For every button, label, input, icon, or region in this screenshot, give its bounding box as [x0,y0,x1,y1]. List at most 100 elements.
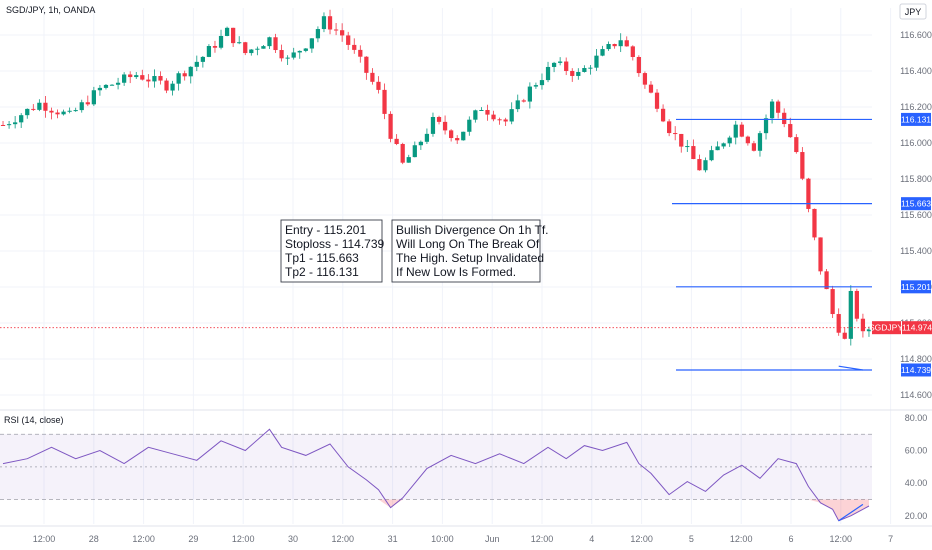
candle-body[interactable] [0,125,6,126]
candle-body[interactable] [164,80,169,91]
candle-body[interactable] [370,72,375,82]
candle-body[interactable] [394,138,399,145]
price-pane[interactable] [0,8,892,524]
candle-body[interactable] [606,44,611,50]
candle-body[interactable] [582,68,587,72]
candle-body[interactable] [176,73,181,84]
candle-body[interactable] [73,110,78,112]
candle-body[interactable] [61,111,66,115]
candle-body[interactable] [212,46,218,48]
candle-body[interactable] [485,109,490,115]
candle-body[interactable] [473,110,478,120]
time-axis[interactable]: 12:00 28 12:00 29 12:00 30 12:00 31 10:00 Jun 12:0… [33,534,893,544]
candle-body[interactable] [152,76,157,82]
candle-body[interactable] [309,38,314,49]
candle-body[interactable] [303,48,308,51]
candle-body[interactable] [103,84,109,88]
candle-body[interactable] [382,89,387,114]
candle-body[interactable] [279,50,284,59]
trade-plan-note[interactable]: Entry - 115.201 Stoploss - 114.739 Tp1 -… [280,219,385,283]
candle-body[interactable] [418,141,423,146]
price-divergence-line[interactable] [838,365,864,371]
candle-body[interactable] [158,76,163,81]
candle-body[interactable] [624,40,629,47]
candle-body[interactable] [594,55,599,68]
candle-body[interactable] [91,90,96,105]
candle-body[interactable] [739,124,744,137]
candle-body[interactable] [503,119,508,122]
candle-body[interactable] [49,110,54,113]
candle-body[interactable] [515,100,520,110]
candle-body[interactable] [558,61,563,63]
candle-body[interactable] [231,27,236,44]
candle-body[interactable] [788,124,793,138]
candle-body[interactable] [757,133,763,151]
candle-body[interactable] [6,124,12,126]
candle-body[interactable] [642,73,648,85]
candle-body[interactable] [673,133,678,135]
candle-body[interactable] [576,71,581,76]
candle-body[interactable] [648,84,654,93]
candle-body[interactable] [830,289,835,315]
candle-body[interactable] [340,30,345,36]
candle-body[interactable] [782,112,787,125]
candle-body[interactable] [194,61,199,67]
candle-body[interactable] [497,119,502,121]
candle-body[interactable] [364,56,369,73]
candle-body[interactable] [206,46,212,57]
candle-body[interactable] [67,110,72,112]
candle-body[interactable] [128,74,133,78]
candle-body[interactable] [479,109,484,111]
price-axis[interactable]: 114.600114.800115.000115.200115.400115.6… [900,30,932,400]
candle-body[interactable] [140,75,145,80]
candle-body[interactable] [55,112,60,115]
candle-body[interactable] [430,116,436,134]
candle-body[interactable] [267,37,272,47]
candle-body[interactable] [218,35,224,48]
candle-body[interactable] [376,81,381,90]
candle-body[interactable] [751,143,757,151]
candle-body[interactable] [146,79,151,82]
candle-body[interactable] [794,137,799,153]
candle-body[interactable] [709,150,714,161]
candle-body[interactable] [612,44,617,47]
candle-body[interactable] [691,146,696,160]
candle-body[interactable] [237,42,242,44]
candle-body[interactable] [115,82,121,85]
rsi-line[interactable] [2,428,870,522]
candle-body[interactable] [273,37,278,51]
candle-body[interactable] [85,102,90,105]
currency-button[interactable]: JPY [899,3,927,20]
candle-body[interactable] [763,118,769,134]
candle-body[interactable] [13,122,18,125]
candle-body[interactable] [327,16,333,30]
trade-levels[interactable] [672,118,872,371]
candle-body[interactable] [424,133,430,142]
candle-body[interactable] [249,49,254,54]
candle-body[interactable] [727,137,732,144]
candle-body[interactable] [745,136,750,144]
candle-body[interactable] [19,115,24,123]
candle-body[interactable] [654,92,660,109]
candle-body[interactable] [436,116,442,122]
candle-body[interactable] [97,87,103,91]
price-candles[interactable] [0,9,872,346]
candle-body[interactable] [679,133,684,147]
candle-body[interactable] [321,16,327,30]
candle-body[interactable] [388,113,393,139]
candle-body[interactable] [521,100,526,102]
candle-body[interactable] [733,124,738,138]
candle-body[interactable] [860,318,866,332]
candle-body[interactable] [109,84,115,86]
candle-body[interactable] [43,102,48,111]
candle-body[interactable] [358,49,363,57]
candle-body[interactable] [491,114,496,120]
candle-body[interactable] [467,119,472,132]
candle-body[interactable] [697,159,702,171]
candle-body[interactable] [824,271,829,290]
candle-body[interactable] [455,138,460,141]
candle-body[interactable] [545,66,551,81]
candle-body[interactable] [461,131,466,141]
candle-body[interactable] [685,146,690,148]
candle-body[interactable] [261,46,266,49]
